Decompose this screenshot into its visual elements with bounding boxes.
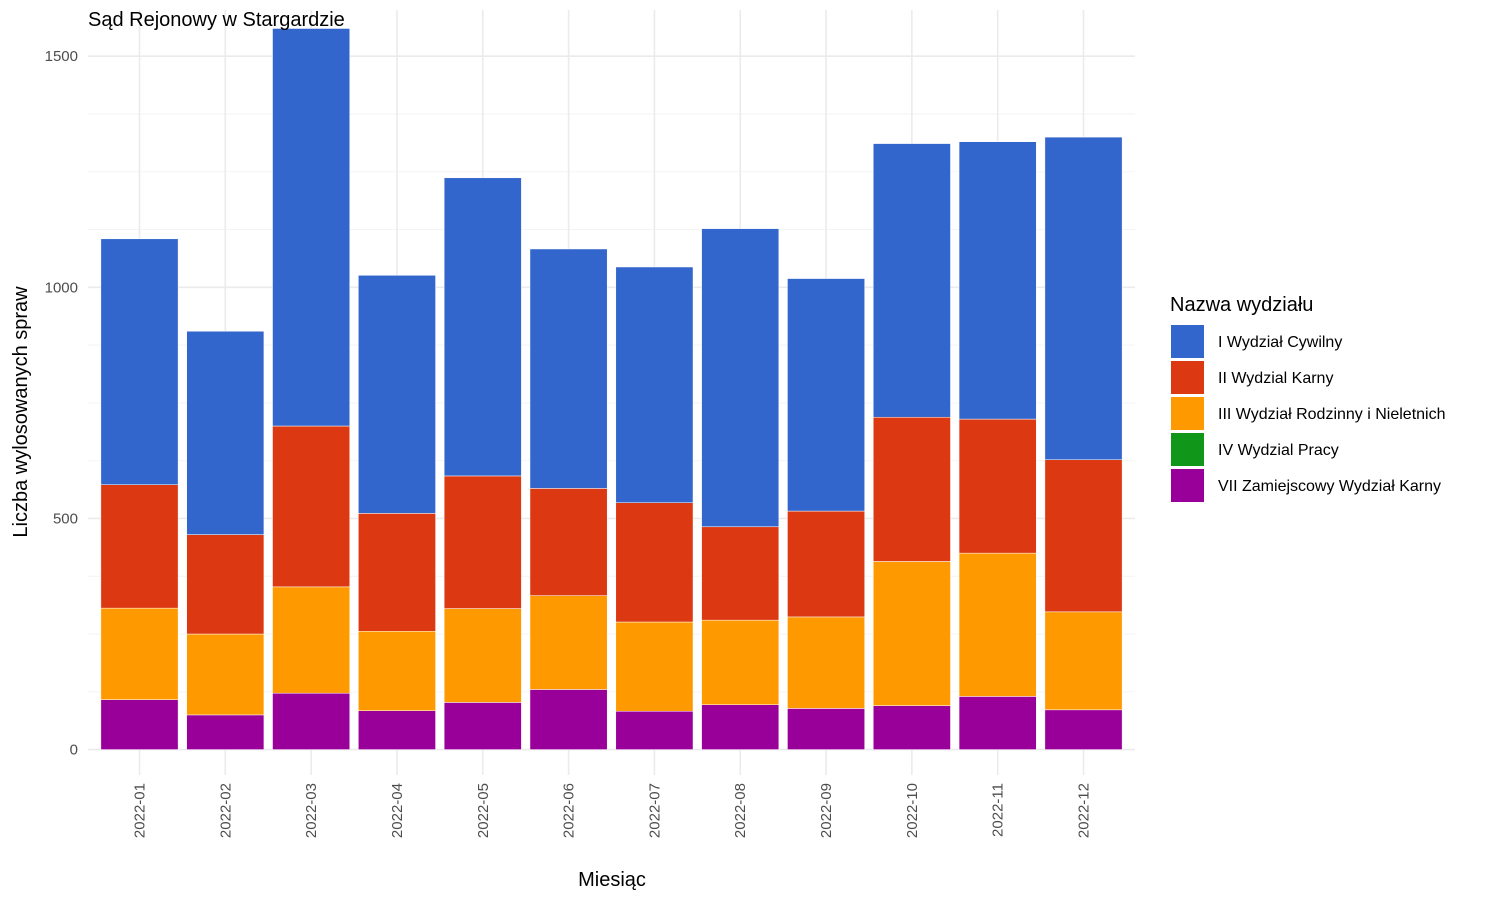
bar-segment [701,228,780,528]
bar-segment [701,704,780,750]
legend-swatch [1171,433,1204,466]
bar-segment [272,425,350,588]
x-tick-label: 2022-11 [990,783,1007,837]
bar-segment [358,630,436,711]
x-axis: 2022-01 2022-02 2022-03 2022-04 2022-05 2022-… [131,783,1092,838]
bar-segment [100,238,179,485]
bar-segment [701,526,780,621]
legend-label: I Wydział Cywilny [1218,334,1342,351]
bar-segment [615,621,694,712]
bar-segment [958,696,1037,750]
chart-title: Sąd Rejonowy w Stargardzie [88,9,345,31]
bar-segment [443,177,522,477]
bar-segment [1044,136,1123,461]
legend-swatch [1171,325,1204,358]
x-tick-label: 2022-01 [131,783,148,838]
legend-label: III Wydział Rodzinny i Nieletnich [1218,406,1446,423]
bars [100,28,1123,750]
bar-segment [958,552,1037,697]
bar-segment [186,534,265,635]
bar-segment [272,692,350,750]
x-tick-label: 2022-07 [646,783,663,838]
bar-segment [529,689,608,750]
y-tick-label: 0 [70,742,78,759]
bar-segment [958,141,1037,420]
x-tick-label: 2022-08 [732,783,749,838]
bar-segment [358,513,436,632]
bar-segment [873,416,951,562]
bar-segment [186,331,265,535]
bar-segment [787,278,865,512]
y-tick-label: 500 [53,510,78,527]
bar-segment [529,595,608,690]
x-tick-label: 2022-12 [1076,783,1093,838]
bar-segment [358,275,436,514]
bar-segment [873,143,951,418]
bar-segment [358,710,436,750]
x-tick-label: 2022-02 [217,783,234,838]
y-tick-label: 1000 [45,279,78,296]
x-tick-label: 2022-04 [389,783,406,838]
y-tick-label: 1500 [45,48,78,65]
legend: Nazwa wydziału I Wydział Cywilny II Wydzi… [1170,294,1446,502]
x-tick-label: 2022-06 [561,783,578,838]
legend-title: Nazwa wydziału [1170,294,1313,316]
bar-segment [701,619,780,705]
bar-segment [186,714,265,750]
bar-segment [100,699,179,750]
legend-label: II Wydzial Karny [1218,370,1333,387]
x-tick-label: 2022-09 [818,783,835,838]
bar-segment [529,248,608,489]
bar-segment [186,633,265,716]
y-axis-title: Liczba wylosowanych spraw [10,286,32,538]
bar-segment [272,28,350,427]
bar-segment [615,266,694,503]
bar-segment [873,705,951,750]
bar-segment [100,607,179,700]
legend-swatch [1171,397,1204,430]
x-tick-label: 2022-03 [303,783,320,838]
bar-segment [615,502,694,623]
legend-swatch [1171,469,1204,502]
bar-segment [272,586,350,694]
bar-segment [443,475,522,609]
x-tick-label: 2022-05 [475,783,492,838]
bar-segment [1044,459,1123,613]
x-axis-title: Miesiąc [578,869,646,891]
legend-label: VII Zamiejscowy Wydział Karny [1218,478,1441,495]
y-axis: 0 500 1000 1500 [45,48,78,758]
bar-segment [787,616,865,709]
bar-segment [958,418,1037,554]
x-tick-label: 2022-10 [904,783,921,838]
bar-segment [615,710,694,750]
legend-swatch [1171,361,1204,394]
bar-segment [1044,611,1123,711]
bar-segment [100,484,179,609]
bar-segment [443,608,522,703]
bar-segment [443,702,522,750]
bar-segment [787,510,865,618]
bar-segment [787,708,865,750]
legend-label: IV Wydzial Pracy [1218,442,1339,459]
bar-segment [873,561,951,706]
bar-segment [529,488,608,596]
bar-segment [1044,709,1123,750]
